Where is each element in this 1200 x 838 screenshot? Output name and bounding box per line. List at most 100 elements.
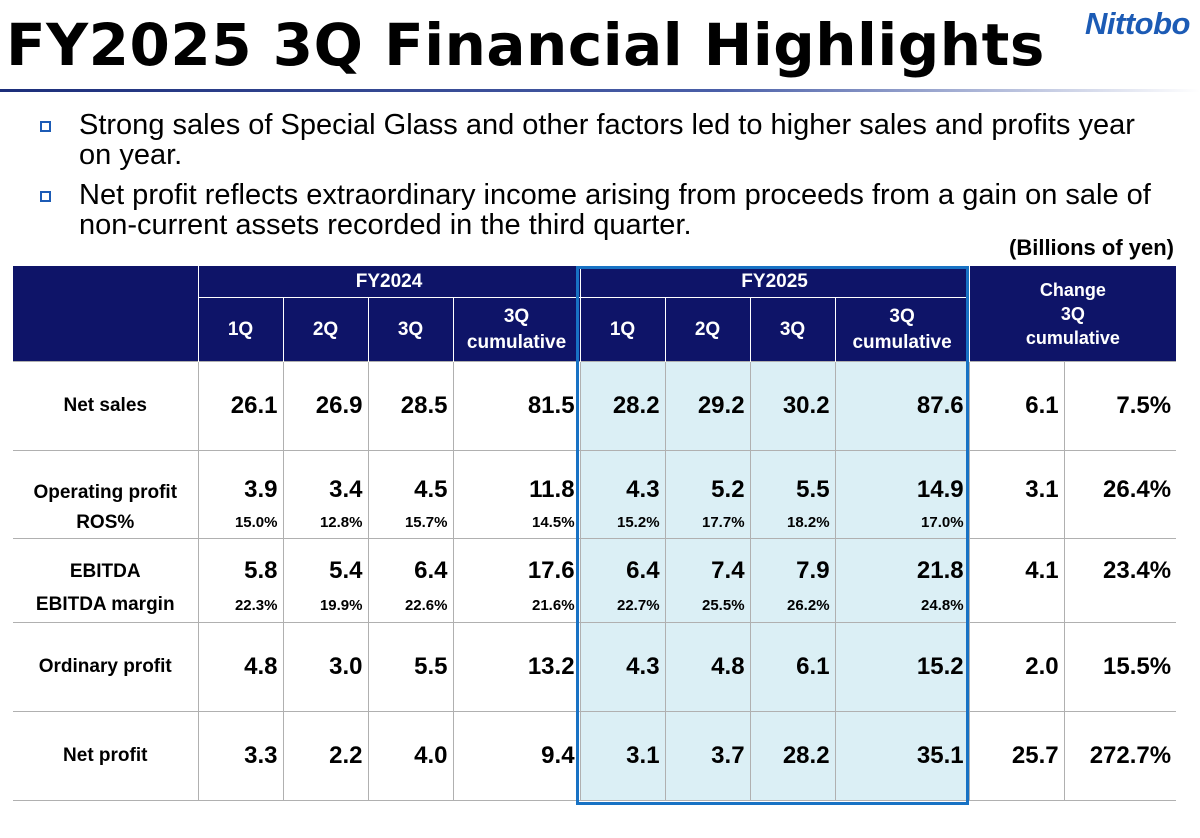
cell-fy2025-2q: 7.4 — [664, 538, 751, 589]
cell-change-amount — [968, 507, 1065, 539]
row-label: Operating profit — [13, 450, 198, 508]
row-label: EBITDA — [13, 538, 198, 589]
header-cum-line2: cumulative — [466, 331, 567, 353]
bullet-item: Strong sales of Special Glass and other … — [38, 110, 1158, 170]
cell-fy2024-1q: 3.3 — [197, 711, 283, 801]
cell-fy2025-3q: 26.2% — [749, 588, 836, 623]
cell-change-amount — [968, 588, 1065, 623]
cell-fy2024-2q: 12.8% — [282, 507, 368, 539]
cell-fy2025-3q-cumulative: 87.6 — [834, 361, 970, 451]
bullet-list: Strong sales of Special Glass and other … — [38, 110, 1158, 250]
cell-fy2024-3q-cumulative: 81.5 — [452, 361, 581, 451]
cell-fy2025-1q: 4.3 — [579, 622, 666, 712]
cell-fy2024-1q: 15.0% — [197, 507, 283, 539]
cell-fy2024-1q: 5.8 — [197, 538, 283, 589]
cell-change-amount: 6.1 — [968, 361, 1065, 451]
header-fy2024-3q-cumulative: 3Q cumulative — [452, 297, 581, 362]
cell-change-percent: 23.4% — [1063, 538, 1177, 589]
company-logo: Nittobo — [1085, 6, 1190, 41]
cell-fy2024-3q-cumulative: 21.6% — [452, 588, 581, 623]
cell-fy2025-3q-cumulative: 21.8 — [834, 538, 970, 589]
cell-fy2025-2q: 4.8 — [664, 622, 751, 712]
cell-fy2025-1q: 6.4 — [579, 538, 666, 589]
row-label: EBITDA margin — [35, 594, 175, 616]
row-label: ROS% — [76, 511, 135, 533]
cell-change-percent: 7.5% — [1063, 361, 1177, 451]
cell-fy2024-3q-cumulative: 11.8 — [452, 450, 581, 508]
bullet-item: Net profit reflects extraordinary income… — [38, 180, 1158, 240]
cell-fy2024-3q: 4.5 — [367, 450, 453, 508]
cell-change-amount: 2.0 — [968, 622, 1065, 712]
cell-fy2024-2q: 3.0 — [282, 622, 368, 712]
cell-fy2025-3q: 7.9 — [749, 538, 836, 589]
cell-fy2024-3q: 6.4 — [367, 538, 453, 589]
header-fy2024: FY2024 — [197, 266, 581, 298]
header-cum-line1: 3Q — [503, 305, 530, 327]
cell-fy2025-2q: 3.7 — [664, 711, 751, 801]
cell-fy2024-3q-cumulative: 14.5% — [452, 507, 581, 539]
cell-fy2025-2q: 29.2 — [664, 361, 751, 451]
header-cum-line2: cumulative — [852, 331, 952, 353]
cell-fy2024-2q: 3.4 — [282, 450, 368, 508]
cell-fy2025-3q-cumulative: 14.9 — [834, 450, 970, 508]
cell-change-amount: 25.7 — [968, 711, 1065, 801]
cell-fy2024-3q: 4.0 — [367, 711, 453, 801]
cell-fy2025-3q: 6.1 — [749, 622, 836, 712]
table-row-ebitda: EBITDA 5.8 5.4 6.4 17.6 6.4 7.4 7.9 21.8… — [13, 538, 1177, 589]
cell-fy2025-3q-cumulative: 35.1 — [834, 711, 970, 801]
cell-fy2025-1q: 28.2 — [579, 361, 666, 451]
header-fy2025-3q: 3Q — [749, 297, 836, 362]
cell-fy2024-2q: 26.9 — [282, 361, 368, 451]
cell-fy2025-2q: 25.5% — [664, 588, 751, 623]
cell-fy2024-3q-cumulative: 9.4 — [452, 711, 581, 801]
cell-change-percent: 15.5% — [1063, 622, 1177, 712]
row-label: Net sales — [13, 361, 198, 451]
cell-fy2024-3q-cumulative: 17.6 — [452, 538, 581, 589]
table-row-ebitda-margin: EBITDA margin 22.3% 19.9% 22.6% 21.6% 22… — [13, 588, 1177, 623]
header-fy2025: FY2025 — [579, 266, 970, 298]
cell-fy2024-3q: 5.5 — [367, 622, 453, 712]
cell-fy2024-2q: 19.9% — [282, 588, 368, 623]
cell-fy2024-1q: 26.1 — [197, 361, 283, 451]
cell-fy2025-3q-cumulative: 15.2 — [834, 622, 970, 712]
cell-fy2024-2q: 5.4 — [282, 538, 368, 589]
square-bullet-icon — [40, 191, 51, 202]
table-row-ordinary-profit: Ordinary profit 4.8 3.0 5.5 13.2 4.3 4.8… — [13, 622, 1177, 712]
cell-change-percent: 26.4% — [1063, 450, 1177, 508]
cell-change-amount: 4.1 — [968, 538, 1065, 589]
bullet-text: Net profit reflects extraordinary income… — [79, 179, 1151, 241]
cell-fy2025-3q-cumulative: 17.0% — [834, 507, 970, 539]
cell-fy2025-3q: 28.2 — [749, 711, 836, 801]
page-title: FY2025 3Q Financial Highlights — [6, 11, 1045, 79]
cell-fy2024-1q: 3.9 — [197, 450, 283, 508]
cell-fy2024-2q: 2.2 — [282, 711, 368, 801]
cell-fy2024-3q-cumulative: 13.2 — [452, 622, 581, 712]
header-change-line2: 3Q — [1060, 303, 1085, 324]
square-bullet-icon — [40, 121, 51, 132]
cell-fy2024-3q: 15.7% — [367, 507, 453, 539]
header-fy2025-3q-cumulative: 3Q cumulative — [834, 297, 970, 362]
cell-change-percent — [1063, 507, 1177, 539]
cell-fy2024-3q: 28.5 — [367, 361, 453, 451]
cell-fy2024-1q: 4.8 — [197, 622, 283, 712]
row-label: Ordinary profit — [13, 622, 198, 712]
header-change-line3: cumulative — [1025, 327, 1120, 348]
header-corner-cell — [13, 266, 198, 362]
cell-fy2025-3q-cumulative: 24.8% — [834, 588, 970, 623]
header-fy2024-3q: 3Q — [367, 297, 453, 362]
cell-fy2025-2q: 17.7% — [664, 507, 751, 539]
financial-highlights-table: FY2024 FY2025 Change 3Q cumulative 1Q 2Q… — [13, 266, 1177, 801]
cell-change-percent: 272.7% — [1063, 711, 1177, 801]
cell-fy2025-3q: 5.5 — [749, 450, 836, 508]
cell-fy2025-1q: 4.3 — [579, 450, 666, 508]
row-label: Net profit — [13, 711, 198, 801]
cell-change-amount: 3.1 — [968, 450, 1065, 508]
bullet-text: Strong sales of Special Glass and other … — [79, 109, 1135, 171]
cell-fy2024-3q: 22.6% — [367, 588, 453, 623]
cell-fy2025-1q: 3.1 — [579, 711, 666, 801]
table-row-operating-profit: Operating profit 3.9 3.4 4.5 11.8 4.3 5.… — [13, 450, 1177, 508]
header-fy2025-2q: 2Q — [664, 297, 751, 362]
header-fy2024-1q: 1Q — [197, 297, 283, 362]
header-cum-line1: 3Q — [889, 305, 915, 327]
table-row-net-profit: Net profit 3.3 2.2 4.0 9.4 3.1 3.7 28.2 … — [13, 711, 1177, 801]
